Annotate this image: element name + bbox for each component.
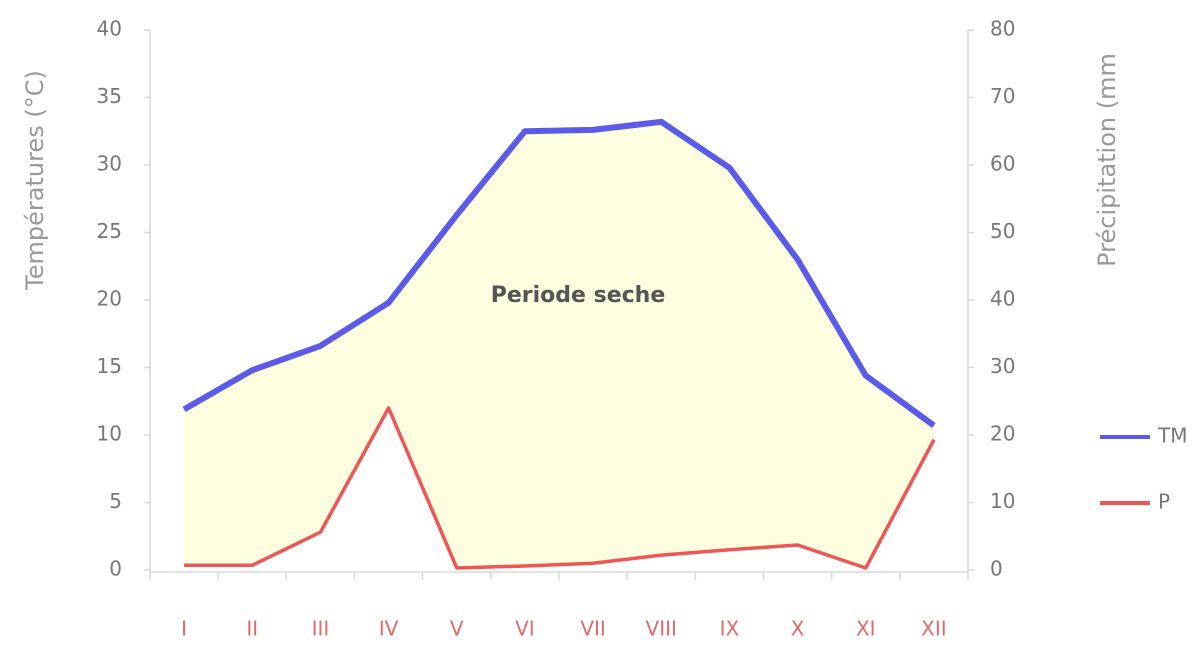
series-line xyxy=(182,118,936,428)
dry-period-area xyxy=(184,121,934,568)
x-tick-label: X xyxy=(791,617,805,641)
y-tick-label: 15 xyxy=(97,354,122,378)
x-tick-label: VI xyxy=(515,617,535,641)
y2-tick-label: 80 xyxy=(990,17,1015,41)
x-tick-label: XI xyxy=(856,617,876,641)
y2-axis-title: Précipitation (mm xyxy=(1093,53,1121,267)
y-axis-title: Températures (°C) xyxy=(21,70,49,291)
x-tick-label: VII xyxy=(580,617,605,641)
annotation: Periode seche xyxy=(491,283,666,308)
y2-tick-label: 10 xyxy=(990,489,1015,513)
y2-tick-label: 60 xyxy=(990,152,1015,176)
y-tick-label: 0 xyxy=(109,557,122,581)
x-tick-label: IX xyxy=(720,617,740,641)
y2-tick-label: 50 xyxy=(990,219,1015,243)
y-tick-label: 20 xyxy=(97,287,122,311)
y2-tick-label: 20 xyxy=(990,422,1015,446)
x-tick-label: III xyxy=(312,617,330,641)
y-tick-label: 5 xyxy=(109,489,122,513)
x-tick-label: VIII xyxy=(646,617,677,641)
x-tick-label: I xyxy=(181,617,187,641)
series-line xyxy=(184,406,936,570)
legend-label: P xyxy=(1158,490,1170,514)
x-tick-label: IV xyxy=(379,617,399,641)
legend-label: TM xyxy=(1157,424,1187,448)
y-tick-label: 40 xyxy=(97,17,122,41)
y2-tick-label: 40 xyxy=(990,287,1015,311)
x-tick-label: XII xyxy=(921,617,947,641)
y-tick-label: 35 xyxy=(97,84,122,108)
x-tick-label: V xyxy=(450,617,464,641)
y-tick-label: 25 xyxy=(97,219,122,243)
y2-tick-label: 0 xyxy=(990,557,1003,581)
y-tick-label: 30 xyxy=(97,152,122,176)
y2-tick-label: 30 xyxy=(990,354,1015,378)
y2-tick-label: 70 xyxy=(990,84,1015,108)
x-tick-label: II xyxy=(246,617,258,641)
y-tick-label: 10 xyxy=(97,422,122,446)
